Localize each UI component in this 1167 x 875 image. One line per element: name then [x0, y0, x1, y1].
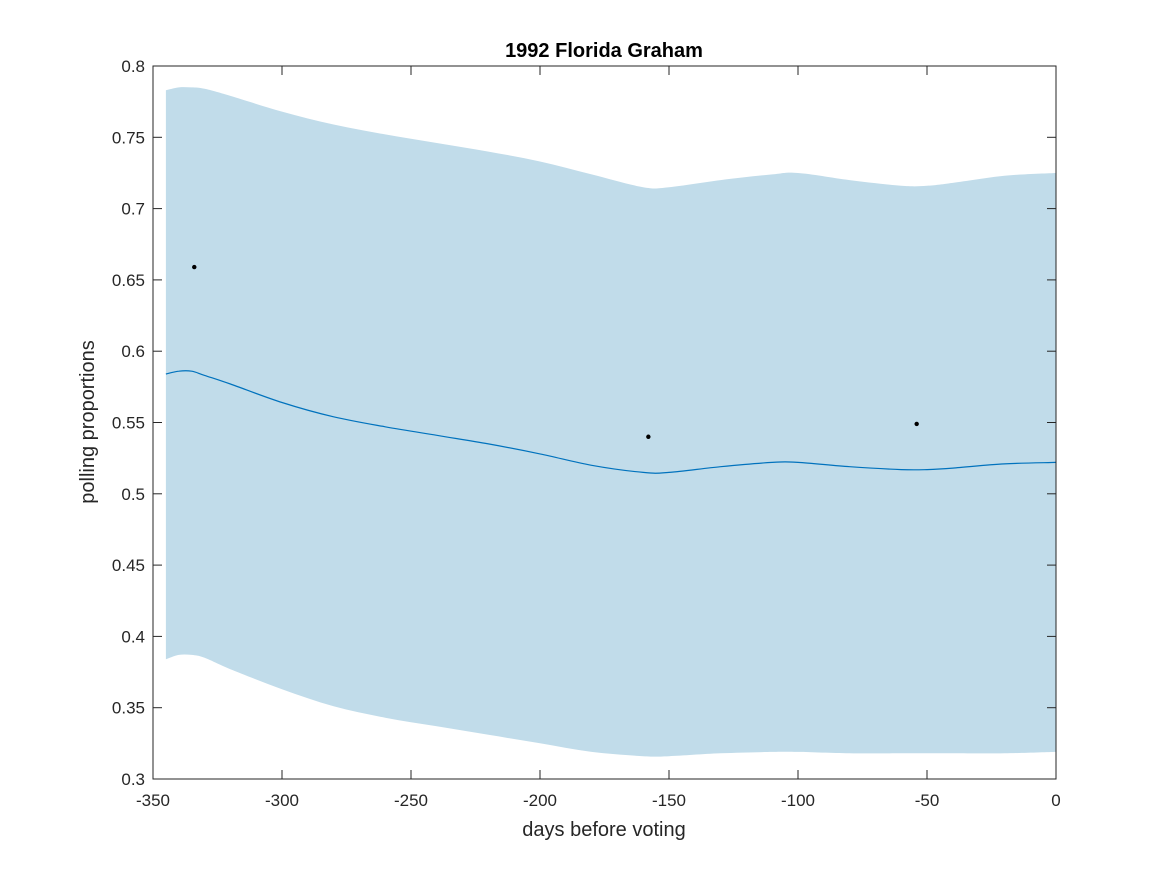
x-axis-label: days before voting [522, 819, 685, 841]
y-axis-label: polling proportions [77, 340, 99, 503]
poll-point [914, 421, 919, 427]
y-tick-label: 0.6 [121, 342, 145, 361]
y-tick-label: 0.55 [112, 414, 145, 433]
y-tick-label: 0.45 [112, 556, 145, 575]
y-tick-label: 0.5 [121, 485, 145, 504]
y-tick-label: 0.4 [121, 627, 145, 646]
y-tick-label: 0.7 [121, 200, 145, 219]
plot-area [165, 87, 1057, 757]
axes: -350 -300 -250 -200 -150 -100 -50 0 0.3 0.35 0.4 0.… [112, 57, 1061, 810]
y-tick-label: 0.35 [112, 699, 145, 718]
y-tick-label: 0.65 [112, 271, 145, 290]
x-tick-label: -300 [265, 791, 299, 810]
y-tick-label: 0.3 [121, 770, 145, 789]
poll-point [646, 434, 651, 439]
y-tick-label: 0.8 [121, 57, 145, 76]
trend-line [165, 370, 1057, 474]
x-tick-label: -50 [915, 791, 940, 810]
x-tick-label: -350 [136, 791, 170, 810]
x-tick-label: -200 [523, 791, 557, 810]
poll-point [192, 264, 197, 270]
x-tick-label: -100 [781, 791, 815, 810]
chart-title: 1992 Florida Graham [505, 40, 703, 62]
y-tick-label: 0.75 [112, 128, 145, 147]
x-tick-label: -150 [652, 791, 686, 810]
confidence-band [165, 87, 1056, 757]
x-tick-label: -250 [394, 791, 428, 810]
x-tick-label: 0 [1051, 791, 1060, 810]
